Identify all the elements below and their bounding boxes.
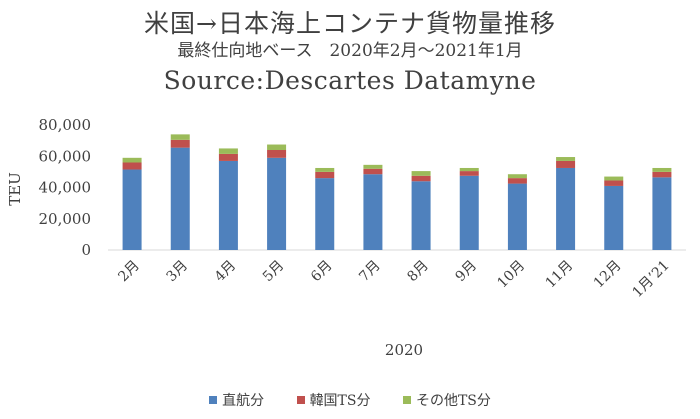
bars [122, 134, 672, 250]
x-tick-label: 9月 [453, 258, 481, 286]
bar-segment-other-ts [652, 167, 672, 172]
x-tick-labels: 2月 3月 4月 5月 6月 7月 8月 9月 10月 11月 12月 1月’21 [115, 258, 672, 301]
bar-segment-direct [459, 175, 479, 250]
bar-segment-korea-ts [411, 175, 431, 182]
chart-title: 米国→日本海上コンテナ貨物量推移 [144, 9, 556, 38]
legend-swatch [209, 396, 218, 404]
legend-label: 韓国TS分 [309, 393, 371, 409]
bar-segment-korea-ts [507, 178, 527, 184]
bar-segment-other-ts [507, 174, 527, 179]
bar-segment-other-ts [218, 148, 238, 154]
bar-segment-other-ts [363, 164, 383, 169]
bar-segment-other-ts [315, 167, 335, 172]
x-tick-label: 7月 [356, 258, 384, 286]
legend-swatch [402, 396, 411, 404]
bar-segment-korea-ts [556, 160, 576, 168]
legend-label: 直航分 [222, 393, 265, 409]
x-tick-label: 11月 [543, 258, 577, 292]
legend-label: その他TS分 [415, 393, 491, 409]
legend-item-korea-ts: 韓国TS分 [296, 390, 371, 410]
bar-segment-other-ts [170, 134, 190, 140]
x-tick-label: 5月 [260, 258, 288, 286]
bar-segment-korea-ts [604, 180, 624, 186]
bar-segment-direct [652, 177, 672, 250]
bar-segment-other-ts [556, 157, 576, 161]
bar-segment-direct [411, 181, 431, 250]
bar-segment-korea-ts [170, 139, 190, 148]
x-tick-label: 1月’21 [629, 258, 672, 301]
y-tick-label: 60,000 [39, 147, 92, 165]
y-axis-label: TEU [6, 172, 24, 206]
legend-swatch [296, 396, 305, 404]
bar-segment-direct [122, 169, 142, 250]
x-tick-label: 12月 [591, 258, 625, 292]
bar-segment-direct [556, 167, 576, 250]
bar-segment-other-ts [459, 167, 479, 172]
legend-item-direct: 直航分 [209, 390, 264, 410]
bar-segment-korea-ts [315, 171, 335, 179]
bar-segment-direct [507, 183, 527, 250]
bar-segment-other-ts [411, 171, 431, 176]
y-tick-label: 40,000 [39, 179, 92, 197]
y-tick-label: 20,000 [39, 210, 92, 228]
x-tick-label: 2月 [115, 258, 143, 286]
bar-segment-korea-ts [363, 168, 383, 175]
bar-segment-direct [267, 157, 287, 250]
x-tick-label: 3月 [164, 258, 192, 286]
bar-segment-direct [363, 174, 383, 250]
bar-segment-korea-ts [652, 171, 672, 178]
y-tick-labels: 0 20,000 40,000 60,000 80,000 [39, 116, 92, 259]
chart-subtitle: 最終仕向地ベース 2020年2月～2021年1月 [177, 41, 523, 61]
plot-area: 0 20,000 40,000 60,000 80,000 2月 3月 4月 5月 6月 7月 8月… [6, 116, 686, 359]
x-tick-label: 8月 [404, 258, 432, 286]
bar-segment-direct [604, 185, 624, 250]
legend: 直航分 韓国TS分 その他TS分 [0, 390, 700, 410]
bar-segment-other-ts [604, 176, 624, 181]
bar-segment-korea-ts [267, 150, 287, 158]
bar-segment-other-ts [122, 157, 142, 163]
x-tick-label: 10月 [494, 258, 528, 292]
bar-segment-korea-ts [459, 171, 479, 176]
bar-segment-direct [218, 160, 238, 250]
bar-segment-direct [170, 147, 190, 250]
bar-segment-direct [315, 178, 335, 250]
x-tick-label: 6月 [308, 258, 336, 286]
chart-source: Source:Descartes Datamyne [163, 66, 537, 95]
x-axis-label: 2020 [385, 341, 423, 359]
bar-segment-other-ts [267, 144, 287, 150]
bar-segment-korea-ts [218, 153, 238, 161]
y-tick-label: 80,000 [39, 116, 92, 134]
bar-segment-korea-ts [122, 162, 142, 170]
legend-item-other-ts: その他TS分 [402, 390, 491, 410]
y-tick-label: 0 [81, 241, 91, 259]
x-tick-label: 4月 [212, 258, 240, 286]
